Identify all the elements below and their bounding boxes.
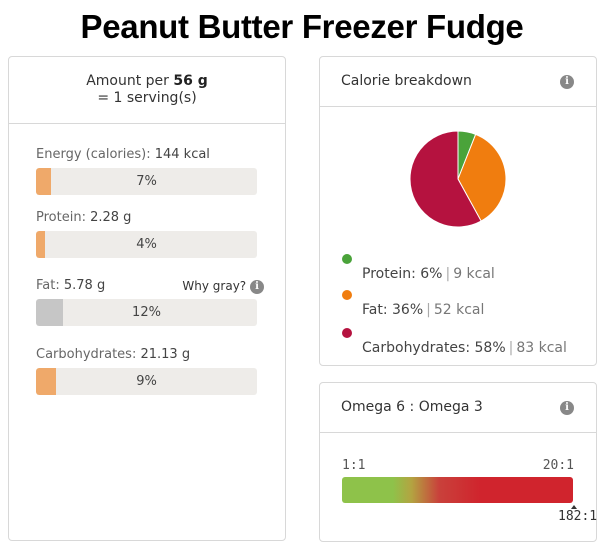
carbohydrates-dot [342,328,352,338]
nutrient-fat: Fat: 5.78 g Why gray? i 12% [36,277,264,326]
nutrient-percent: 9% [136,374,157,389]
nutrient-bar: 12% [36,299,257,326]
legend-kcal: 9 kcal [453,266,495,282]
nutrient-carbohydrates: Carbohydrates: 21.13 g 9% [36,346,257,395]
omega-gradient-bar [342,477,573,503]
serving-header: Amount per 56 g = 1 serving(s) [9,57,285,124]
nutrient-protein: Protein: 2.28 g 4% [36,209,257,258]
nutrient-bar: 4% [36,231,257,258]
nutrient-energy: Energy (calories): 144 kcal 7% [36,146,257,195]
nutrient-label: Fat: [36,278,60,293]
omega-min-label: 1:1 [342,458,366,473]
why-gray-link[interactable]: Why gray? i [182,277,264,295]
serving-prefix: Amount per [86,73,169,89]
nutrient-percent: 4% [136,237,157,252]
calorie-breakdown-panel: Calorie breakdown i Protein: 6% | 9 kcal F… [319,56,597,366]
calorie-pie-chart [409,130,507,228]
fat-dot [342,290,352,300]
pie-slice-fat [457,133,507,222]
legend-pct: 36% [392,302,424,318]
nutrient-bar: 9% [36,368,257,395]
legend-pct: 6% [420,266,443,282]
nutrient-bar-fill [36,368,56,395]
calorie-breakdown-title: Calorie breakdown [341,73,472,89]
legend-pct: 58% [474,340,506,356]
info-icon[interactable]: i [560,75,574,89]
nutrient-value: 21.13 g [140,347,191,362]
nutrient-label: Carbohydrates: [36,347,137,362]
nutrition-panel: Amount per 56 g = 1 serving(s) Energy (c… [8,56,286,541]
omega-ratio-panel: Omega 6 : Omega 3 i 1:1 20:1 182:1 [319,382,597,542]
omega-marker-icon [571,505,577,509]
legend-name: Fat: [362,302,388,318]
protein-dot [342,254,352,264]
nutrient-value: 144 kcal [154,147,210,162]
pie-slice-carbohydrates [409,130,482,228]
omega-value: 182:1 [558,509,598,524]
serving-count: = 1 serving(s) [97,90,197,106]
serving-amount: 56 g [173,73,208,89]
nutrient-bar: 7% [36,168,257,195]
nutrient-value: 2.28 g [90,210,132,225]
info-icon[interactable]: i [250,279,264,294]
nutrient-percent: 12% [132,305,161,320]
legend-name: Protein: [362,266,416,282]
omega-title: Omega 6 : Omega 3 [341,399,483,415]
nutrient-bar-fill [36,168,52,195]
nutrient-label: Energy (calories): [36,147,151,162]
legend-kcal: 83 kcal [516,340,567,356]
why-gray-label[interactable]: Why gray? [182,279,247,293]
nutrient-bar-fill [36,299,63,326]
omega-max-label: 20:1 [542,458,574,473]
info-icon[interactable]: i [560,401,574,415]
nutrient-value: 5.78 g [63,278,106,293]
nutrient-label: Protein: [36,210,86,225]
nutrient-percent: 7% [136,174,157,189]
legend-name: Carbohydrates: [362,340,471,356]
page-title: Peanut Butter Freezer Fudge [80,8,524,45]
legend-kcal: 52 kcal [433,302,485,318]
nutrient-bar-fill [36,231,45,258]
omega-scale-labels: 1:1 20:1 [342,458,574,473]
